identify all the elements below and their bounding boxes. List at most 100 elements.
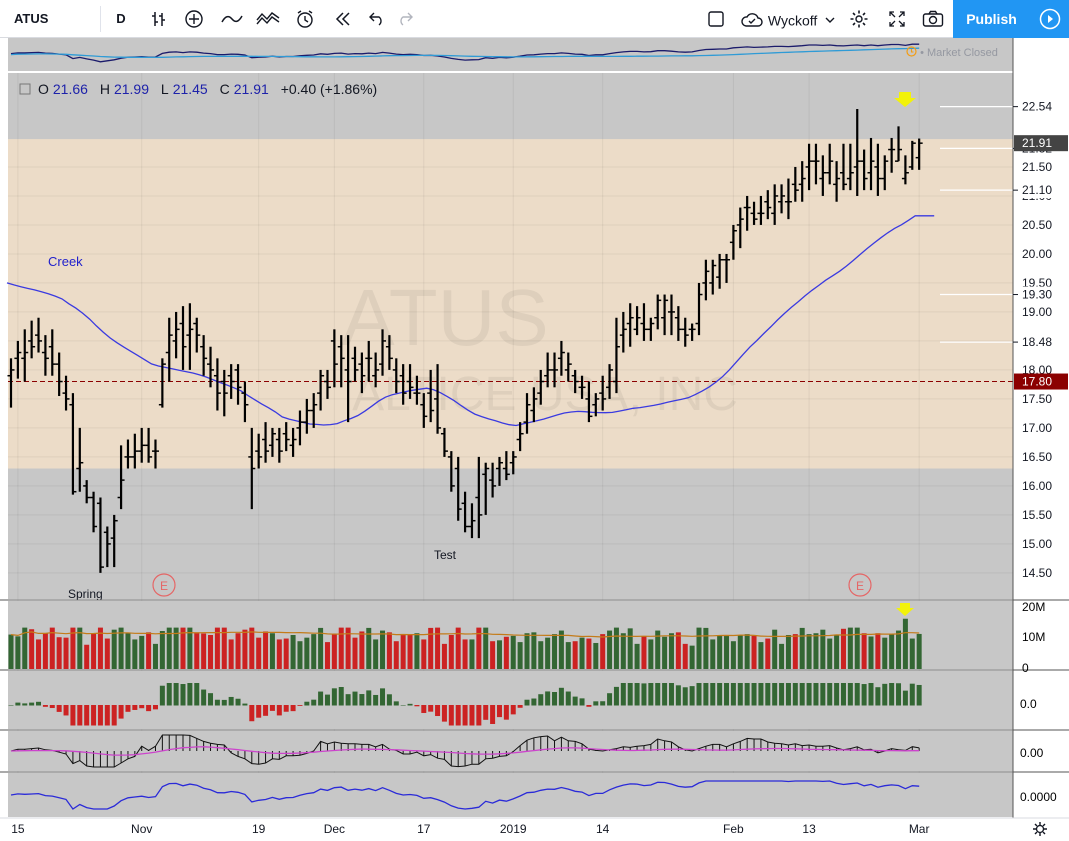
volume-bar xyxy=(517,642,523,669)
oscillator-1-bar xyxy=(765,683,771,706)
compare-icon[interactable] xyxy=(254,6,282,32)
ohlc-bar xyxy=(158,358,166,408)
ohlc-bar xyxy=(282,422,290,452)
volume-bar xyxy=(269,633,275,669)
layout-selector[interactable]: Wyckoff xyxy=(740,6,838,32)
ohlc-bar xyxy=(454,456,462,521)
volume-bar xyxy=(276,639,282,669)
volume-arrow-icon xyxy=(896,603,914,616)
ohlc-bar xyxy=(764,190,772,220)
ohlc-bar xyxy=(674,306,682,341)
ohlc-bar xyxy=(145,427,153,463)
oscillator-1-bar xyxy=(799,683,805,706)
ohlc-bar xyxy=(908,140,916,170)
oscillator-1-bar xyxy=(276,705,282,716)
play-button[interactable] xyxy=(1030,0,1069,38)
volume-bar xyxy=(318,627,324,669)
ohlc-bar xyxy=(220,369,228,417)
volume-bar xyxy=(648,639,654,669)
ohlc-bar xyxy=(571,369,579,394)
oscillator-1-bar xyxy=(703,683,709,706)
oscillator-1-bar xyxy=(476,705,482,726)
oscillator-1-bar xyxy=(724,683,730,706)
ohlc-bar xyxy=(165,317,173,382)
oscillator-1-bar xyxy=(868,683,874,706)
oscillator-1-bar xyxy=(779,683,785,706)
time-tick-label: Nov xyxy=(131,822,152,836)
price-tick-label: 19.50 xyxy=(1022,276,1052,290)
ohlc-bar xyxy=(482,462,490,515)
oscillator-1-bar xyxy=(682,687,688,706)
volume-bar xyxy=(744,634,750,669)
ohlc-bar xyxy=(860,149,868,191)
chart-area[interactable]: ATUS ALTICE USA, INC Creek Spring Test E… xyxy=(0,38,1069,841)
ohlc-legend: O 21.66 H 21.99 L 21.45 C 21.91 +0.40 (+1.86… xyxy=(20,81,381,97)
oscillator-1-bar xyxy=(517,705,523,708)
oscillator-2-pane[interactable] xyxy=(8,731,1013,771)
volume-bar xyxy=(503,636,509,669)
ohlc-bar xyxy=(330,329,338,388)
ohlc-bar xyxy=(833,161,841,202)
ohlc-bar xyxy=(881,155,889,191)
volume-bar xyxy=(717,635,723,669)
oscillator-1-bar xyxy=(545,691,551,706)
time-axis[interactable]: 15 Nov 19 Dec 17 2019 14 Feb 13 Mar xyxy=(11,822,929,836)
ohlc-bar xyxy=(688,323,696,341)
oscillator-1-bar xyxy=(552,692,558,706)
undo-icon[interactable] xyxy=(364,6,390,32)
publish-button[interactable]: Publish xyxy=(953,0,1030,38)
bar-style-icon[interactable] xyxy=(146,6,172,32)
oscillator-1-bar xyxy=(228,696,234,706)
pane-toggle-icon[interactable] xyxy=(19,83,31,95)
volume-bar xyxy=(682,643,688,669)
alert-icon[interactable] xyxy=(292,6,318,32)
gear-icon[interactable] xyxy=(846,6,872,32)
volume-bar xyxy=(104,638,110,669)
ohlc-bar xyxy=(227,364,235,399)
volume-bar xyxy=(242,629,248,669)
redo-icon[interactable] xyxy=(392,6,418,32)
oscillator-1-bar xyxy=(448,705,454,726)
ohlc-bar xyxy=(812,143,820,185)
ohlc-bar xyxy=(7,358,15,408)
volume-bar xyxy=(125,633,131,669)
oscillator-3-line xyxy=(10,780,920,810)
oscillator-1-bar xyxy=(593,701,599,706)
indicators-plus-icon[interactable] xyxy=(181,6,207,32)
oscillator-1-bar xyxy=(84,705,90,726)
ohlc-bar xyxy=(241,381,249,423)
ohlc-bar xyxy=(544,352,552,388)
ohlc-bar xyxy=(619,311,627,353)
volume-bar xyxy=(214,627,220,669)
oscillator-1-bar xyxy=(648,683,654,706)
camera-icon[interactable] xyxy=(920,6,946,32)
earnings-marker[interactable]: E xyxy=(152,573,176,597)
oscillator-1-bar xyxy=(208,693,214,706)
oscillator-3-pane[interactable] xyxy=(8,773,1013,817)
volume-bar xyxy=(8,634,14,669)
volume-bar xyxy=(889,634,895,669)
price-tick-label: 19.00 xyxy=(1022,305,1052,319)
price-axis[interactable]: 14.50 15.00 15.50 16.00 16.50 17.00 17.50 18.00… xyxy=(1022,160,1052,580)
symbol-search[interactable]: ATUS xyxy=(14,11,49,26)
ohlc-bar xyxy=(48,329,56,376)
chevron-down-icon xyxy=(825,17,835,24)
gear-icon[interactable] xyxy=(1033,822,1047,836)
replay-icon[interactable] xyxy=(330,6,356,32)
oscillator-1-bar xyxy=(386,694,392,706)
ohlc-bar xyxy=(798,161,806,202)
oscillator-1-bar xyxy=(668,683,674,706)
ohlc-bar xyxy=(915,138,923,170)
volume-bar xyxy=(400,635,406,669)
line-icon[interactable] xyxy=(219,6,245,32)
ohlc-bar xyxy=(413,375,421,405)
ohlc-bar xyxy=(447,451,455,492)
rectangle-icon[interactable] xyxy=(703,6,729,32)
volume-bar xyxy=(627,628,633,669)
fullscreen-icon[interactable] xyxy=(884,6,910,32)
earnings-marker[interactable]: E xyxy=(848,573,872,597)
volume-bar xyxy=(875,633,881,669)
ohlc-bar xyxy=(268,427,276,457)
interval-button[interactable]: D xyxy=(116,11,126,26)
volume-bar xyxy=(868,636,874,669)
